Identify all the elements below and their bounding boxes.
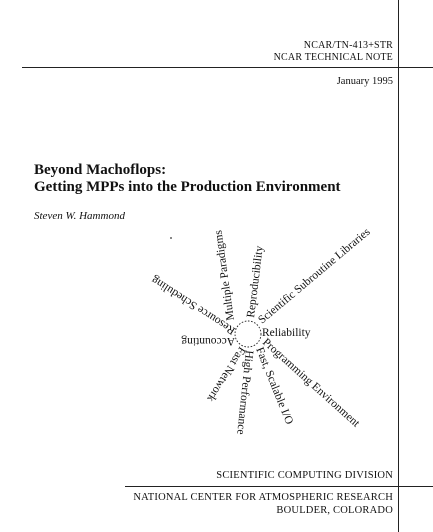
report-number: NCAR/TN-413+STR [303,40,393,51]
organization-location: BOULDER, COLORADO [276,505,393,516]
footer-rule [125,486,433,487]
diagram-label-reliability: Reliability [262,327,311,339]
report-date: January 1995 [336,76,393,87]
report-series: NCAR TECHNICAL NOTE [273,52,393,63]
diagram-label-reproducibility: Reproducibility [245,245,266,318]
author-name: Steven W. Hammond [34,210,125,222]
diagram-label-accounting: Accounting [181,335,235,347]
organization-name: NATIONAL CENTER FOR ATMOSPHERIC RESEARCH [133,492,393,503]
header-rule [22,67,433,68]
title-line-2: Getting MPPs into the Production Environ… [34,179,341,195]
vertical-rule [398,0,399,532]
diagram-hub [234,320,262,348]
division-name: SCIENTIFIC COMPUTING DIVISION [216,470,393,481]
diagram-dot [170,237,172,239]
diagram-label-multiple-paradigms: Multiple Paradigms [212,229,237,321]
title-line-1: Beyond Machoflops: [34,162,167,178]
diagram-label-scientific-libraries: Scientific Subroutine Libraries [256,226,373,327]
